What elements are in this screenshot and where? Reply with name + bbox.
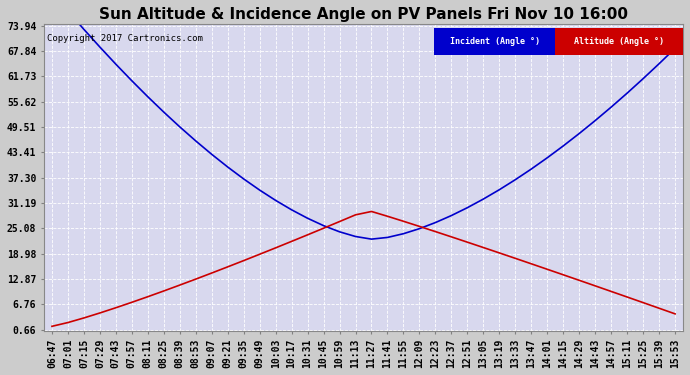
Text: Altitude (Angle °): Altitude (Angle °)	[574, 37, 664, 46]
Bar	[434, 28, 555, 55]
Title: Sun Altitude & Incidence Angle on PV Panels Fri Nov 10 16:00: Sun Altitude & Incidence Angle on PV Pan…	[99, 7, 628, 22]
Text: Incident (Angle °): Incident (Angle °)	[449, 37, 540, 46]
Bar	[555, 28, 683, 55]
Text: Copyright 2017 Cartronics.com: Copyright 2017 Cartronics.com	[47, 34, 203, 43]
